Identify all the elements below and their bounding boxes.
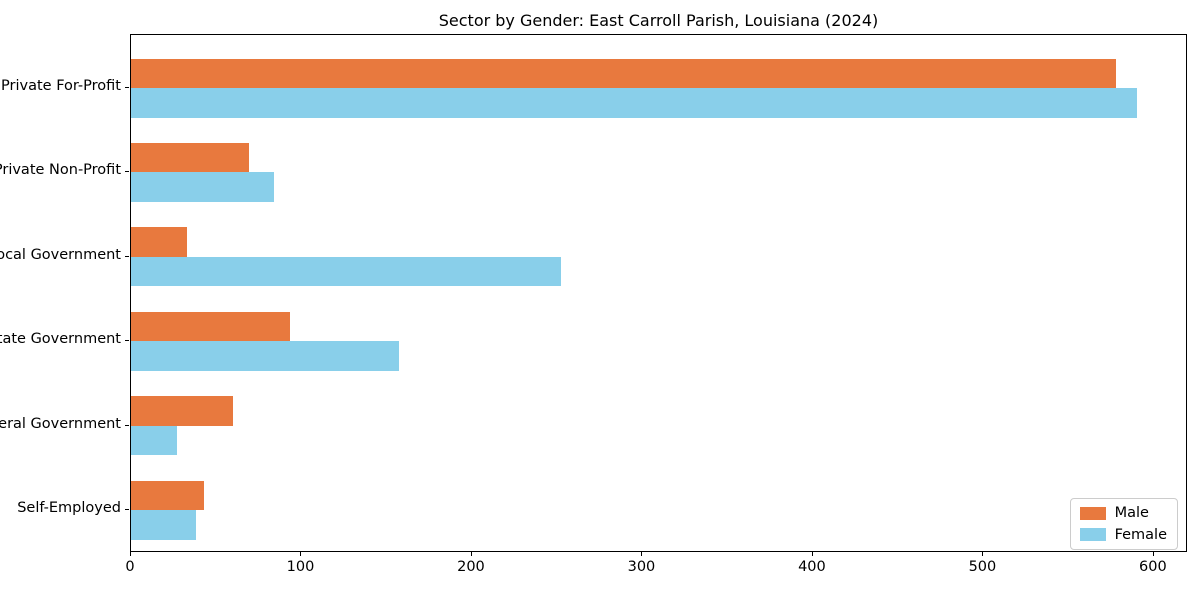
y-tick-mark-self-employed xyxy=(125,509,129,510)
x-tick-label-400: 400 xyxy=(798,559,826,575)
bar-male-federal-government xyxy=(131,396,234,426)
y-tick-mark-federal-government xyxy=(125,424,129,426)
x-tick-mark-200 xyxy=(470,552,472,556)
x-tick-label-200: 200 xyxy=(457,559,485,575)
y-tick-mark-local-government xyxy=(125,255,129,257)
x-tick-mark-300 xyxy=(641,552,643,556)
bar-male-local-government xyxy=(131,227,188,257)
legend-label-male: Male xyxy=(1114,505,1149,521)
y-tick-label-local-government: Local Government xyxy=(0,246,121,263)
bar-male-self-employed xyxy=(131,480,205,510)
chart-title: Sector by Gender: East Carroll Parish, L… xyxy=(438,11,879,30)
x-tick-label-300: 300 xyxy=(627,559,656,575)
x-tick-label-600: 600 xyxy=(1139,559,1167,575)
bar-male-private-for-profit xyxy=(131,58,1117,88)
bar-female-federal-government xyxy=(131,425,178,456)
y-tick-mark-private-non-profit xyxy=(125,171,129,173)
x-tick-mark-0 xyxy=(130,552,131,556)
y-tick-label-self-employed: Self-Employed xyxy=(17,500,121,516)
legend-item-male: Male xyxy=(1079,505,1167,521)
x-tick-mark-400 xyxy=(811,552,813,556)
legend-label-female: Female xyxy=(1114,526,1167,543)
y-tick-mark-state-government xyxy=(125,340,129,342)
x-tick-label-100: 100 xyxy=(286,559,315,575)
y-tick-mark-private-for-profit xyxy=(125,87,129,88)
y-tick-label-private-for-profit: Private For-Profit xyxy=(1,78,121,94)
bar-male-state-government xyxy=(131,311,290,342)
plot-area: Male Female xyxy=(130,34,1187,552)
bar-male-private-non-profit xyxy=(131,142,249,173)
x-tick-label-0: 0 xyxy=(125,559,135,575)
bar-female-local-government xyxy=(131,256,561,287)
bar-female-private-non-profit xyxy=(131,172,275,202)
legend-item-female: Female xyxy=(1079,526,1167,543)
x-tick-label-500: 500 xyxy=(968,559,997,575)
legend-swatch-female xyxy=(1079,528,1106,542)
y-tick-label-federal-government: Federal Government xyxy=(0,415,121,432)
bar-female-private-for-profit xyxy=(131,88,1137,118)
bar-female-state-government xyxy=(131,341,399,371)
y-tick-label-private-non-profit: Private Non-Profit xyxy=(0,162,121,179)
y-tick-label-state-government: State Government xyxy=(0,331,121,348)
x-tick-mark-500 xyxy=(982,552,984,556)
legend-swatch-male xyxy=(1079,506,1106,520)
x-tick-mark-100 xyxy=(300,552,302,556)
legend: Male Female xyxy=(1069,498,1178,550)
bar-female-self-employed xyxy=(131,510,196,540)
x-tick-mark-600 xyxy=(1152,552,1154,556)
